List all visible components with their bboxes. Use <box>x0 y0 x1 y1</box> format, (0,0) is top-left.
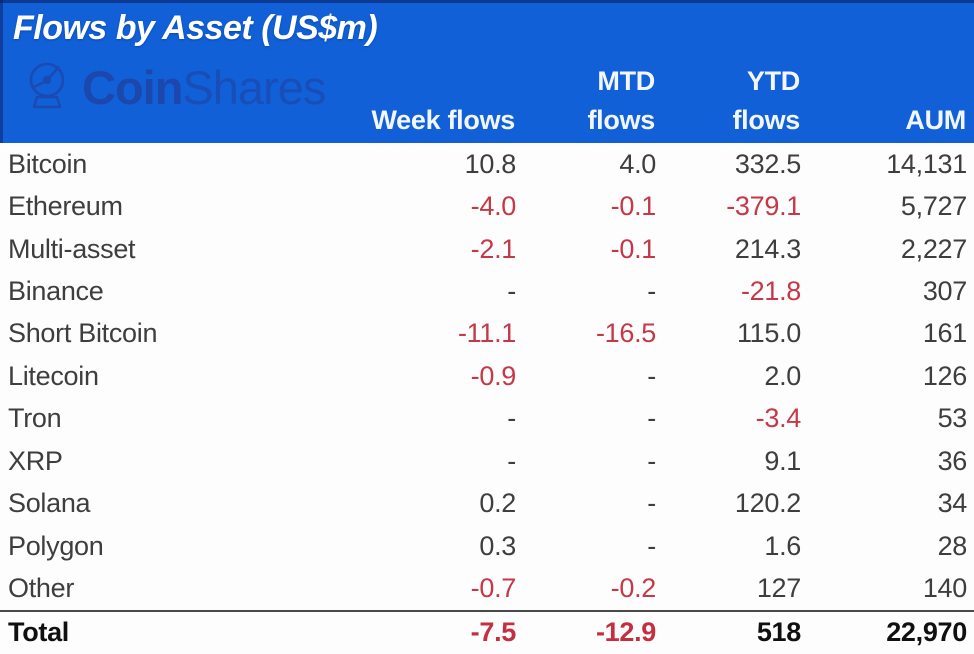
value-cell: 53 <box>937 403 968 434</box>
value-cell: 4.0 <box>619 148 656 179</box>
asset-name: Ethereum <box>8 191 123 222</box>
value-cell: 22,970 <box>886 617 967 648</box>
value-cell: - <box>647 403 656 434</box>
value-cell: - <box>647 360 656 391</box>
value-cell: -4.0 <box>470 191 517 222</box>
asset-name: Tron <box>8 403 62 434</box>
value-cell: 115.0 <box>736 318 801 349</box>
value-cell: - <box>507 445 516 476</box>
value-cell: - <box>507 403 516 434</box>
asset-name: Total <box>8 617 69 648</box>
col-mtd-flows: MTD flows <box>587 65 655 135</box>
table-row: Solana 0.2 - 120.2 34 <box>0 482 974 524</box>
asset-name: Litecoin <box>8 360 99 391</box>
value-cell: -0.1 <box>610 191 657 222</box>
table-row: Multi-asset -2.1 -0.1 214.3 2,227 <box>0 228 974 270</box>
column-headers: Week flows MTD flows YTD flows AUM <box>0 62 974 140</box>
value-cell: 34 <box>937 488 968 519</box>
value-cell: - <box>647 530 656 561</box>
table-row: Short Bitcoin -11.1 -16.5 115.0 161 <box>0 313 974 355</box>
value-cell: 9.1 <box>764 445 801 476</box>
col-ytd-flows: YTD flows <box>732 65 800 135</box>
table-row: Other -0.7 -0.2 127 140 <box>0 567 974 609</box>
table-row: Binance - - -21.8 307 <box>0 270 974 312</box>
table-row: Bitcoin 10.8 4.0 332.5 14,131 <box>0 143 974 185</box>
value-cell: -0.9 <box>470 360 517 391</box>
asset-name: Other <box>8 572 75 603</box>
total-row: Total -7.5 -12.9 518 22,970 <box>0 609 974 654</box>
value-cell: -2.1 <box>470 233 517 264</box>
coinshares-ammonite-icon <box>20 57 74 118</box>
value-cell: 0.3 <box>479 530 516 561</box>
watermark-shares: Shares <box>182 61 326 114</box>
value-cell: -21.8 <box>740 275 801 306</box>
value-cell: -16.5 <box>595 318 656 349</box>
value-cell: 14,131 <box>886 148 967 179</box>
col-week-flows: Week flows <box>371 104 515 135</box>
table-row: Ethereum -4.0 -0.1 -379.1 5,727 <box>0 185 974 227</box>
value-cell: 332.5 <box>734 148 801 179</box>
watermark-coin: Coin <box>82 61 183 114</box>
value-cell: -11.1 <box>457 318 516 349</box>
table-row: Litecoin -0.9 - 2.0 126 <box>0 355 974 397</box>
value-cell: 518 <box>756 617 801 648</box>
coinshares-watermark: CoinShares <box>20 57 326 118</box>
value-cell: -0.1 <box>610 233 657 264</box>
value-cell: 28 <box>937 530 968 561</box>
value-cell: -0.7 <box>470 572 517 603</box>
value-cell: 140 <box>922 572 967 603</box>
value-cell: - <box>507 275 516 306</box>
table-row: Polygon 0.3 - 1.6 28 <box>0 525 974 567</box>
value-cell: 36 <box>937 445 968 476</box>
asset-name: XRP <box>8 445 63 476</box>
table-body: Bitcoin 10.8 4.0 332.5 14,131 Ethereum -4.0 -0.… <box>0 143 974 654</box>
value-cell: 10.8 <box>464 148 517 179</box>
value-cell: 1.6 <box>764 530 801 561</box>
value-cell: 126 <box>922 360 967 391</box>
value-cell: 307 <box>922 275 967 306</box>
value-cell: -3.4 <box>755 403 802 434</box>
table-row: Tron - - -3.4 53 <box>0 398 974 440</box>
asset-name: Bitcoin <box>8 148 87 179</box>
value-cell: 161 <box>922 318 967 349</box>
watermark-text: CoinShares <box>82 61 326 114</box>
value-cell: 127 <box>756 572 801 603</box>
value-cell: -12.9 <box>595 617 656 648</box>
value-cell: 2.0 <box>764 360 801 391</box>
value-cell: -0.2 <box>610 572 657 603</box>
col-aum: AUM <box>905 104 966 135</box>
table-row: XRP - - 9.1 36 <box>0 440 974 482</box>
value-cell: -7.5 <box>470 617 517 648</box>
value-cell: 120.2 <box>734 488 801 519</box>
table-header: Flows by Asset (US$m) CoinShares Week fl… <box>0 0 974 143</box>
value-cell: 214.3 <box>734 233 801 264</box>
value-cell: - <box>647 275 656 306</box>
asset-name: Polygon <box>8 530 104 561</box>
asset-name: Solana <box>8 488 91 519</box>
page-title: Flows by Asset (US$m) <box>13 9 378 47</box>
value-cell: 0.2 <box>479 488 516 519</box>
value-cell: 5,727 <box>900 191 967 222</box>
asset-name: Multi-asset <box>8 233 136 264</box>
asset-name: Short Bitcoin <box>8 318 158 349</box>
value-cell: -379.1 <box>726 191 801 222</box>
value-cell: - <box>647 445 656 476</box>
asset-name: Binance <box>8 275 104 306</box>
value-cell: - <box>647 488 656 519</box>
value-cell: 2,227 <box>900 233 967 264</box>
